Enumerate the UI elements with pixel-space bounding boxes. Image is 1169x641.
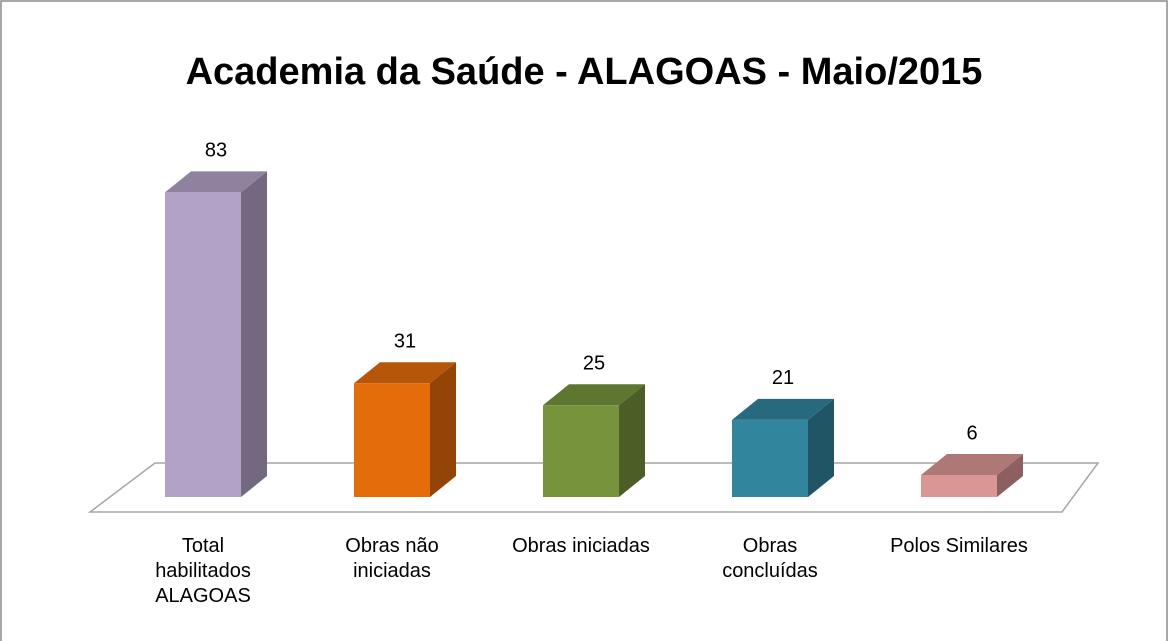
bar [165, 171, 267, 497]
bar-side [241, 171, 267, 497]
bar-front [732, 419, 808, 497]
bar-top [732, 398, 834, 420]
value-label: 83 [205, 140, 227, 162]
bar-front [354, 383, 430, 497]
value-label: 21 [772, 367, 794, 389]
bar [732, 398, 834, 497]
bar-front [921, 474, 997, 497]
bar-top [354, 362, 456, 384]
value-label: 6 [966, 422, 977, 444]
x-tick-label: Obras não iniciadas [345, 535, 439, 582]
floor [87, 462, 1100, 513]
value-label: 25 [583, 353, 605, 375]
bar [543, 384, 645, 497]
bar-top [921, 453, 1023, 475]
x-tick-label: Obras iniciadas [512, 535, 650, 557]
chart-title: Academia da Saúde - ALAGOAS - Maio/2015 [186, 51, 983, 93]
bar [921, 453, 1023, 497]
bar-side [619, 384, 645, 497]
bar-side [997, 453, 1023, 497]
x-tick-label: Total habilitados ALAGOAS [155, 535, 251, 607]
x-tick-label: Polos Similares [890, 535, 1028, 557]
bar-side [808, 398, 834, 497]
x-tick-label: Obras concluídas [722, 535, 818, 582]
bar-top [165, 171, 267, 193]
bar-front [165, 192, 241, 497]
bar-front [543, 405, 619, 497]
value-label: 31 [394, 331, 416, 353]
bar-top [543, 384, 645, 406]
bar [354, 362, 456, 497]
bar-side [430, 362, 456, 497]
